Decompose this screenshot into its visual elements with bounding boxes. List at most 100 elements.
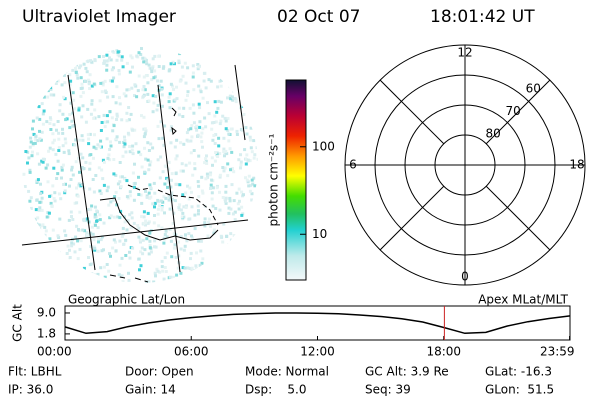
speckle [233,210,237,214]
speckle [103,60,106,64]
speckle [137,150,141,154]
speckle [120,175,124,179]
speckle [170,178,173,182]
speckle [123,139,127,143]
speckle [110,79,114,83]
speckle [140,165,144,169]
speckle [62,73,66,77]
speckle [225,234,229,238]
speckle [29,196,33,200]
speckle [210,178,214,182]
speckle [239,48,243,52]
speckle [209,224,212,228]
speckle [162,65,166,69]
speckle [143,132,147,136]
speckle [245,271,249,275]
speckle [49,118,53,122]
speckle [232,234,236,237]
speckle [149,160,153,164]
speckle [173,199,177,203]
speckle [98,213,102,217]
speckle [122,242,126,246]
speckle [120,235,124,238]
speckle [233,245,237,249]
speckle [77,156,81,160]
speckle [23,96,27,100]
speckle [29,140,33,144]
speckle [192,111,196,115]
speckle [58,217,62,221]
speckle [185,204,188,208]
speckle [150,70,154,74]
speckle [216,273,220,277]
speckle [211,204,215,208]
speckle [184,163,188,167]
speckle [33,239,36,243]
speckle [182,280,186,283]
speckle [49,128,53,131]
speckle [243,76,247,80]
speckle [246,180,250,184]
speckle [218,152,222,155]
speckle [254,132,258,136]
speckle [211,138,215,142]
lat-ring-label: 80 [485,126,500,140]
speckle [149,186,153,190]
speckle [80,82,84,86]
speckle [144,219,148,223]
speckle [222,136,226,140]
speckle [193,162,197,166]
speckle [28,52,32,56]
speckle [131,246,135,250]
speckle [211,186,215,190]
speckle [162,277,166,281]
speckle [244,162,248,166]
speckle [234,282,238,283]
speckle [189,139,193,143]
speckle [126,131,130,135]
speckle [124,254,128,257]
speckle [125,179,129,183]
speckle [168,68,172,72]
speckle [227,132,231,136]
speckle [141,95,145,98]
speckle [227,211,231,215]
speckle [157,54,161,58]
speckle [196,67,200,71]
speckle [183,61,187,65]
speckle [221,266,225,270]
speckle [38,117,42,121]
speckle [112,238,116,242]
speckle [230,150,234,154]
speckle [168,92,172,96]
speckle [27,64,31,68]
speckle [165,235,169,239]
speckle [135,54,139,58]
speckle [82,266,86,270]
speckle [184,206,188,209]
speckle [257,184,258,188]
speckle [235,129,239,133]
speckle [120,58,124,62]
speckle [70,168,74,172]
speckle [97,51,101,55]
speckle [188,267,192,270]
speckle [198,88,202,92]
speckle [92,238,96,242]
speckle [76,275,80,279]
speckle [253,153,257,157]
speckle [111,198,115,202]
speckle [84,160,88,164]
speckle [195,124,199,128]
speckle [172,47,176,51]
speckle [93,205,97,209]
x-tick-label: 06:00 [174,345,209,359]
speckle [39,250,42,254]
speckle [41,253,45,256]
speckle [93,213,97,217]
speckle [110,68,114,72]
speckle [114,190,118,194]
speckle [115,47,119,51]
speckle [249,239,253,243]
speckle [139,264,143,268]
